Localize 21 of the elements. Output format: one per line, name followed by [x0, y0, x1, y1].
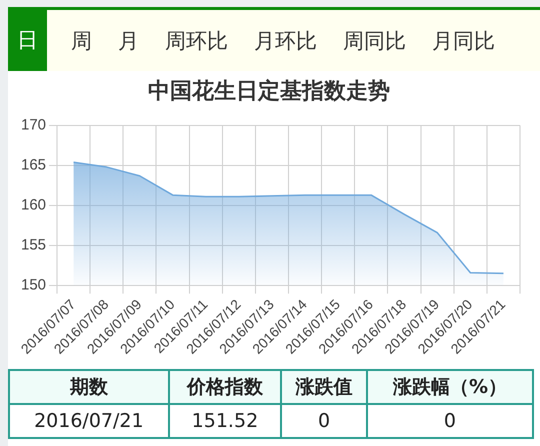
text: 周同比 — [343, 28, 406, 54]
text: 2016/07/21 — [9, 404, 169, 438]
text: 周 — [71, 28, 92, 54]
y-tick-label: 150 — [20, 276, 46, 294]
text: 月 — [118, 28, 139, 54]
text: 涨跌幅（%） — [366, 370, 533, 404]
chart-title: 中国花生日定基指数走势 — [148, 78, 390, 104]
text: 0 — [366, 404, 533, 438]
text: 月同比 — [432, 28, 495, 54]
text: 涨跌值 — [281, 370, 367, 404]
text: 价格指数 — [168, 370, 282, 404]
text: 期数 — [9, 370, 169, 404]
text: 日 — [8, 10, 47, 71]
text: 151.52 — [168, 404, 282, 438]
text: 周环比 — [165, 28, 228, 54]
y-tick-label: 160 — [20, 196, 46, 214]
text: 月环比 — [254, 28, 317, 54]
y-tick-label: 155 — [20, 236, 46, 254]
y-tick-label: 170 — [20, 116, 46, 134]
text: 0 — [281, 404, 367, 438]
y-tick-label: 165 — [20, 156, 46, 174]
